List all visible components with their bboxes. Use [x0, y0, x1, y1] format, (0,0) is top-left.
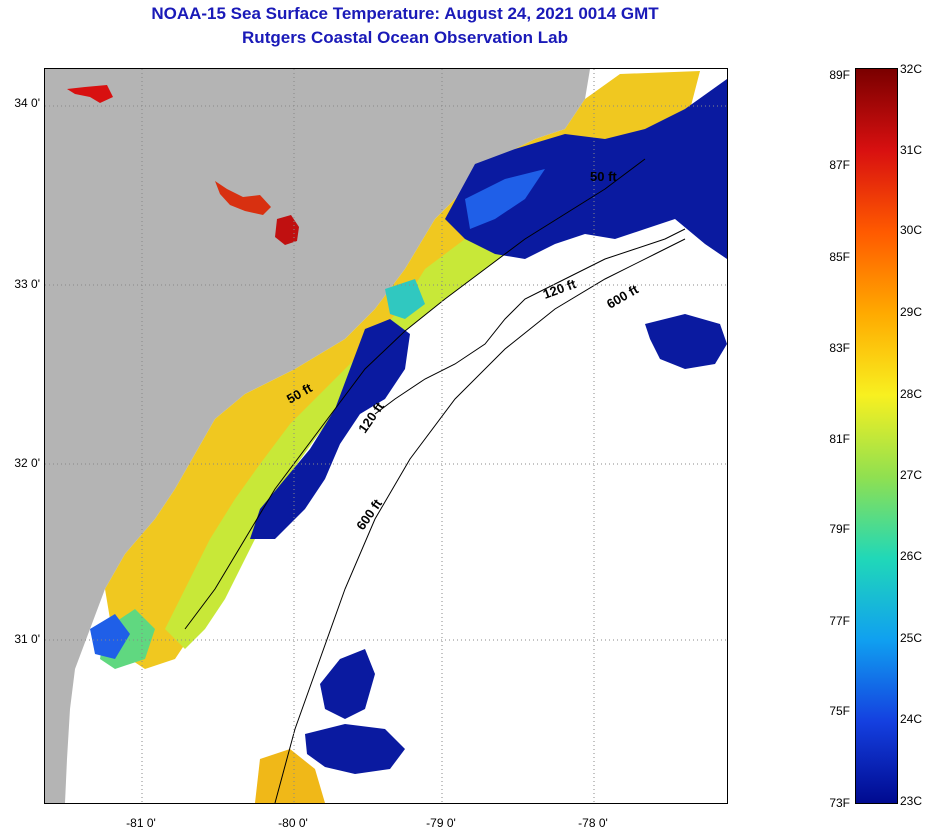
lon-label-80: -80 0'	[278, 816, 308, 830]
lat-label-33: 33 0'	[14, 277, 40, 291]
colorbar-label-77f: 77F	[829, 614, 850, 628]
lon-label-78: -78 0'	[578, 816, 608, 830]
colorbar-label-81f: 81F	[829, 432, 850, 446]
land-mass	[45, 69, 590, 803]
sst-cold-east	[645, 314, 727, 369]
sst-cold-mid	[250, 319, 410, 539]
sst-teal-patch	[385, 279, 425, 319]
lat-label-34: 34 0'	[14, 96, 40, 110]
colorbar-label-24c: 24C	[900, 712, 923, 726]
sst-cold-north	[445, 79, 727, 259]
colorbar-label-25c: 25C	[900, 631, 923, 645]
contour-50ft	[184, 158, 646, 630]
sst-cool-south	[90, 614, 130, 659]
colorbar-label-32c: 32C	[900, 62, 923, 76]
lon-label-81: -81 0'	[126, 816, 156, 830]
contour-label-50ft-north: 50 ft	[590, 169, 617, 184]
graticule	[45, 69, 727, 803]
colorbar-label-23c: 23C	[900, 794, 923, 808]
lon-label-79: -79 0'	[426, 816, 456, 830]
sst-warm-south	[255, 749, 325, 803]
sst-cool-band	[465, 169, 545, 229]
colorbar-label-79f: 79F	[829, 522, 850, 536]
map-title: NOAA-15 Sea Surface Temperature: August …	[151, 4, 659, 23]
colorbar-label-85f: 85F	[829, 250, 850, 264]
colorbar-label-31c: 31C	[900, 143, 923, 157]
sst-map: 50 ft 120 ft 600 ft 50 ft 120 ft 600 ft	[44, 68, 728, 804]
colorbar-label-83f: 83F	[829, 341, 850, 355]
inland-lake-2	[215, 181, 271, 215]
contour-label-600ft-north: 600 ft	[604, 281, 641, 311]
inland-lake-1	[67, 85, 113, 103]
inland-lake-3	[275, 215, 299, 245]
lat-label-31: 31 0'	[14, 632, 40, 646]
temperature-colorbar	[855, 68, 898, 804]
colorbar-label-28c: 28C	[900, 387, 923, 401]
colorbar-label-89f: 89F	[829, 68, 850, 82]
colorbar-label-27c: 27C	[900, 468, 923, 482]
colorbar-label-73f: 73F	[829, 796, 850, 810]
map-subtitle: Rutgers Coastal Ocean Observation Lab	[242, 28, 568, 47]
colorbar-label-30c: 30C	[900, 223, 923, 237]
colorbar-label-26c: 26C	[900, 549, 923, 563]
colorbar-label-29c: 29C	[900, 305, 923, 319]
contour-600ft	[274, 238, 686, 803]
sst-cold-south-2	[305, 724, 405, 774]
contour-120ft	[374, 228, 686, 415]
contour-label-600ft-south: 600 ft	[353, 496, 385, 533]
lat-label-32: 32 0'	[14, 456, 40, 470]
colorbar-label-87f: 87F	[829, 158, 850, 172]
sst-cold-south-1	[320, 649, 375, 719]
colorbar-label-75f: 75F	[829, 704, 850, 718]
